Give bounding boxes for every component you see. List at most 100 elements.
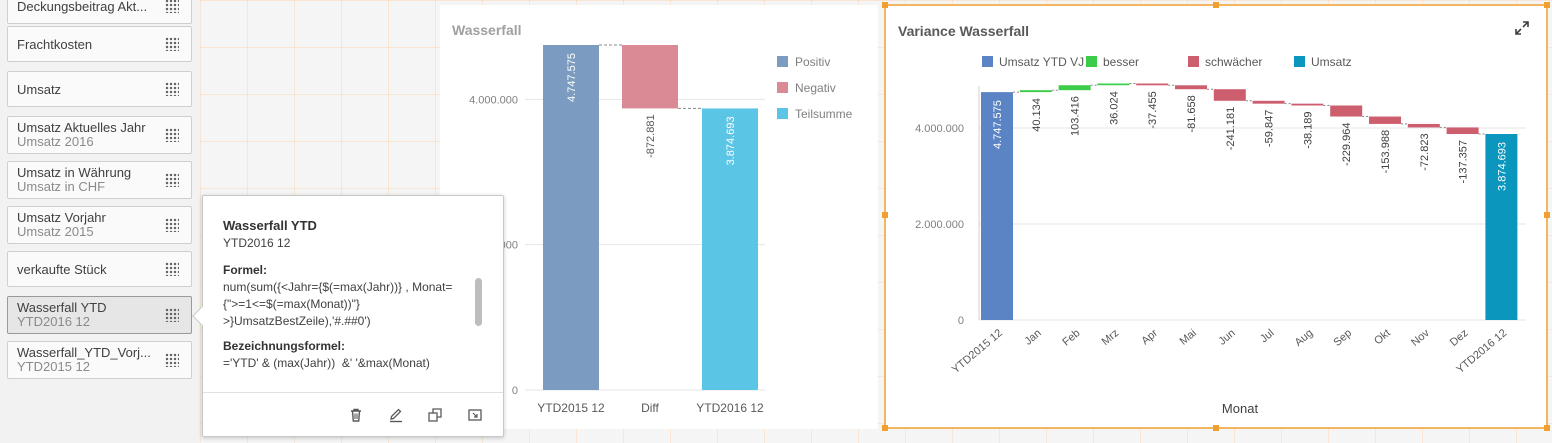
waterfall-bar[interactable]: [1369, 116, 1401, 124]
legend-label[interactable]: schwächer: [1205, 55, 1262, 69]
legend-label[interactable]: Umsatz YTD VJ: [999, 55, 1084, 69]
legend-label[interactable]: besser: [1103, 55, 1139, 69]
drag-handle-icon[interactable]: [165, 262, 179, 276]
drag-handle-icon[interactable]: [165, 218, 179, 232]
measure-item[interactable]: verkaufte Stück: [7, 251, 192, 287]
popup-scrollbar[interactable]: [475, 278, 482, 326]
measure-label: Frachtkosten: [17, 37, 93, 52]
drag-handle-icon[interactable]: [165, 353, 179, 367]
waterfall-bar[interactable]: [1213, 89, 1246, 101]
data-label: -81.658: [1186, 95, 1198, 132]
x-tick-label: Apr: [1139, 327, 1160, 347]
data-label: -137.357: [1458, 140, 1470, 183]
chart-title: Wasserfall: [452, 22, 522, 38]
data-label: 3.874.693: [1496, 142, 1508, 191]
x-tick-label: Aug: [1293, 327, 1316, 349]
variance-waterfall-chart-panel[interactable]: Variance Wasserfall Umsatz YTD VJ besser s…: [882, 2, 1550, 431]
x-tick-label: YTD2016 12: [696, 401, 764, 415]
resize-handle[interactable]: [1544, 2, 1550, 8]
measure-label: Umsatz in Währung: [17, 165, 132, 180]
legend-label[interactable]: Umsatz: [1311, 55, 1352, 69]
measure-label: Umsatz Aktuelles Jahr: [17, 120, 146, 135]
y-tick-label: 4.000.000: [915, 123, 964, 135]
drag-handle-icon[interactable]: [165, 128, 179, 142]
data-label: -241.181: [1225, 107, 1237, 150]
x-tick-label: Diff: [641, 401, 659, 415]
measure-label: Wasserfall YTD: [17, 300, 107, 315]
measure-sublabel: Umsatz in CHF: [17, 179, 106, 194]
data-label: 40.134: [1031, 98, 1043, 132]
popup-footer: [203, 392, 503, 437]
waterfall-chart[interactable]: 4.000.0002.000.00004.747.575-872.8813.87…: [440, 5, 878, 429]
measure-label: Deckungsbeitrag Akt...: [17, 0, 148, 14]
delete-icon[interactable]: [348, 407, 364, 423]
data-label: -153.988: [1380, 130, 1392, 173]
waterfall-bar[interactable]: [1252, 100, 1285, 104]
legend-label[interactable]: Negativ: [795, 81, 836, 95]
variance-waterfall-chart[interactable]: Umsatz YTD VJ besser schwächer Umsatz 4.000.…: [886, 6, 1546, 427]
y-tick-label: 4.000.000: [469, 94, 518, 106]
legend-label[interactable]: Positiv: [795, 55, 830, 69]
edit-icon[interactable]: [388, 407, 404, 423]
sheet-canvas: Wasserfall 4.000.000 2.000.000 0 4.747.575 -…: [200, 0, 1552, 443]
measure-item[interactable]: Umsatz Aktuelles Jahr Umsatz 2016: [7, 116, 192, 154]
waterfall-bar[interactable]: [1485, 134, 1518, 320]
measure-item[interactable]: Umsatz Vorjahr Umsatz 2015: [7, 206, 192, 244]
waterfall-bar[interactable]: [981, 92, 1013, 321]
resize-handle[interactable]: [1544, 425, 1550, 431]
waterfall-bar[interactable]: [1407, 123, 1440, 128]
x-tick-label: Jul: [1258, 327, 1276, 345]
waterfall-bar[interactable]: [1291, 103, 1324, 106]
legend-swatch: [1188, 56, 1199, 67]
waterfall-bar[interactable]: [1175, 85, 1207, 90]
waterfall-chart-panel[interactable]: Wasserfall 4.000.0002.000.00004.747.575-…: [440, 5, 878, 429]
resize-handle[interactable]: [882, 212, 888, 218]
resize-handle[interactable]: [1213, 2, 1219, 8]
chart-title: Variance Wasserfall: [898, 23, 1030, 39]
data-label: -72.823: [1419, 133, 1431, 170]
link-to-master-icon[interactable]: [467, 407, 483, 423]
drag-handle-icon[interactable]: [165, 173, 179, 187]
expand-icon[interactable]: [1514, 20, 1530, 36]
measure-item[interactable]: Frachtkosten: [7, 26, 192, 62]
bar-ytd2015[interactable]: [543, 45, 599, 390]
resize-handle[interactable]: [1544, 212, 1550, 218]
bar-diff[interactable]: [622, 45, 678, 109]
data-label: 36.024: [1108, 91, 1120, 125]
duplicate-icon[interactable]: [427, 407, 443, 423]
data-label: -37.455: [1147, 91, 1159, 128]
resize-handle[interactable]: [1213, 425, 1219, 431]
drag-handle-icon[interactable]: [165, 308, 179, 322]
label-formula-label: Bezeichnungsformel:: [223, 339, 346, 353]
waterfall-bar[interactable]: [1097, 83, 1130, 86]
waterfall-bar[interactable]: [1446, 127, 1479, 135]
x-axis-title: Monat: [1222, 401, 1259, 416]
drag-handle-icon[interactable]: [165, 82, 179, 96]
popup-title: Wasserfall YTD: [223, 218, 317, 233]
drag-handle-icon[interactable]: [165, 0, 179, 13]
waterfall-bar[interactable]: [1058, 85, 1091, 91]
x-tick-label: Nov: [1409, 327, 1432, 349]
waterfall-bar[interactable]: [1136, 83, 1169, 86]
legend-swatch: [1294, 56, 1305, 67]
data-label: 103.416: [1070, 96, 1082, 136]
legend-label[interactable]: Teilsumme: [795, 107, 853, 121]
measure-item[interactable]: Umsatz in Währung Umsatz in CHF: [7, 161, 192, 199]
resize-handle[interactable]: [882, 2, 888, 8]
y-tick-label: 2.000.000: [915, 219, 964, 231]
drag-handle-icon[interactable]: [165, 37, 179, 51]
measure-item[interactable]: Wasserfall_YTD_Vorj... YTD2015 12: [7, 341, 192, 379]
waterfall-bar[interactable]: [1019, 90, 1052, 93]
measure-item[interactable]: Deckungsbeitrag Akt...: [7, 0, 192, 24]
x-tick-label: Okt: [1372, 327, 1393, 347]
formula-line: >}UmsatzBestZeile),'#.##0'): [223, 314, 371, 328]
data-label: 3.874.693: [725, 116, 737, 165]
resize-handle[interactable]: [882, 425, 888, 431]
bar-ytd2016[interactable]: [702, 108, 758, 390]
data-label: -229.964: [1341, 123, 1353, 166]
waterfall-bar[interactable]: [1330, 105, 1363, 117]
legend-swatch: [777, 82, 788, 93]
measure-item[interactable]: Wasserfall YTD YTD2016 12: [7, 296, 192, 334]
measure-item[interactable]: Umsatz: [7, 71, 192, 107]
formula-line: {">=1<=$(=max(Monat))"}: [223, 297, 360, 311]
